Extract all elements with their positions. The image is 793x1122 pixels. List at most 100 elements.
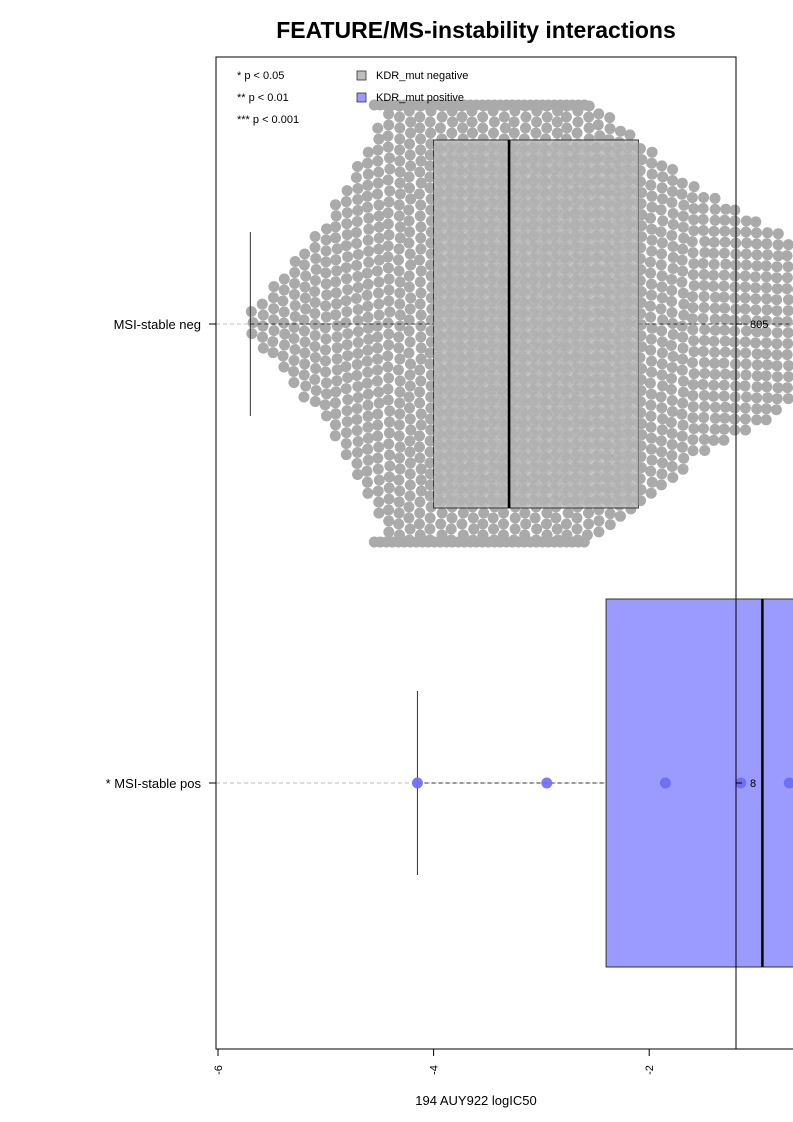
data-point (443, 175, 455, 187)
data-point (454, 230, 466, 242)
data-point (351, 414, 363, 425)
data-point (415, 155, 427, 167)
data-point (559, 230, 571, 242)
data-point (433, 307, 445, 319)
data-point (601, 417, 613, 429)
data-point (611, 483, 623, 495)
data-point (601, 406, 613, 418)
data-point (622, 494, 634, 506)
data-point (559, 483, 571, 495)
data-point (321, 289, 333, 301)
data-point (443, 417, 455, 429)
data-point (443, 285, 455, 297)
data-point (464, 362, 476, 374)
data-point (645, 465, 657, 477)
data-point (363, 333, 375, 345)
data-point (699, 236, 711, 247)
data-point (454, 263, 466, 275)
data-point (548, 395, 560, 407)
data-point (517, 263, 529, 275)
data-point (538, 164, 550, 176)
data-point (677, 221, 689, 233)
data-point (309, 231, 321, 242)
data-point (496, 417, 508, 429)
data-point (300, 303, 312, 315)
data-point (404, 182, 415, 194)
data-point (709, 192, 721, 204)
data-point (665, 417, 677, 428)
data-point (485, 307, 497, 319)
data-point (657, 215, 669, 227)
data-point (687, 269, 699, 281)
data-point (698, 302, 710, 313)
data-point (709, 313, 721, 325)
data-point (363, 256, 375, 268)
data-point (340, 449, 352, 461)
data-point (569, 175, 581, 187)
data-point (443, 263, 455, 275)
data-point (538, 263, 550, 275)
data-point (569, 428, 581, 440)
data-point (404, 248, 416, 260)
data-point (299, 336, 311, 348)
data-point (454, 395, 466, 407)
data-point (414, 496, 426, 508)
data-point (611, 395, 623, 407)
data-point (403, 391, 415, 403)
data-point (415, 177, 427, 189)
data-point (698, 291, 710, 302)
data-point (538, 230, 550, 242)
data-point (517, 274, 529, 286)
data-point (762, 227, 773, 239)
data-point (698, 280, 710, 291)
data-point (496, 208, 508, 220)
data-point (611, 208, 623, 220)
data-point (382, 394, 394, 406)
data-point (485, 153, 497, 165)
data-point (740, 347, 752, 359)
data-point (394, 397, 406, 409)
data-point (559, 395, 571, 407)
data-point (394, 133, 406, 145)
data-point (372, 155, 384, 167)
data-point (403, 314, 415, 326)
data-point (548, 483, 560, 495)
data-point (517, 417, 529, 429)
data-point (632, 208, 644, 220)
data-point (548, 384, 560, 396)
data-point (709, 324, 721, 336)
data-point (771, 349, 783, 361)
data-point (622, 417, 634, 429)
data-point (622, 340, 634, 352)
data-point (517, 362, 529, 374)
data-point (383, 504, 394, 516)
data-point (414, 276, 426, 288)
data-point (454, 219, 466, 231)
data-point (464, 219, 476, 231)
data-point (352, 183, 364, 194)
data-point (371, 320, 383, 332)
data-point (688, 368, 700, 380)
data-point (569, 230, 581, 242)
data-point (538, 153, 550, 165)
data-point (372, 408, 384, 420)
data-point (330, 276, 342, 288)
data-point (740, 248, 752, 260)
data-point (527, 164, 539, 176)
data-point (288, 366, 300, 377)
data-point (687, 401, 699, 413)
data-point (751, 348, 763, 360)
data-point (394, 408, 406, 420)
data-point (342, 394, 354, 406)
data-point (632, 274, 644, 286)
data-point (707, 280, 719, 292)
data-point (394, 463, 406, 475)
data-point (405, 127, 416, 139)
data-point (580, 351, 592, 363)
data-point (646, 234, 658, 246)
data-point (569, 395, 581, 407)
data-point (729, 413, 741, 425)
data-point (708, 236, 720, 248)
data-point (352, 447, 363, 458)
